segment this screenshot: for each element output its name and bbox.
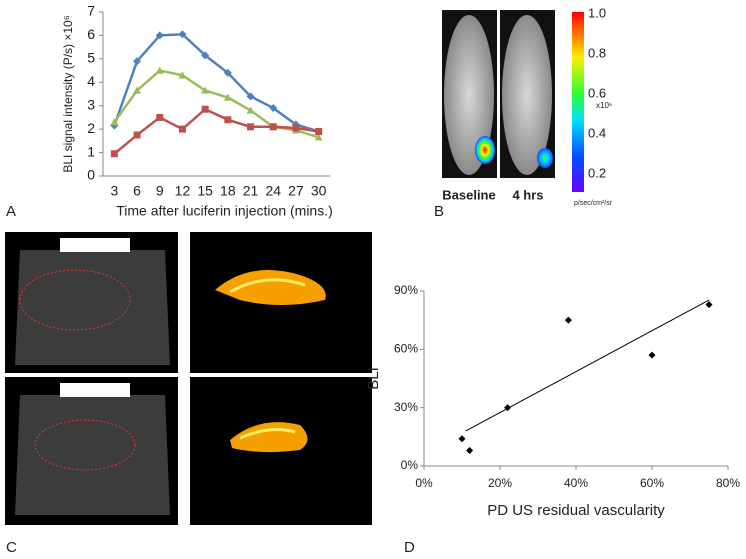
x-axis-label: Time after luciferin injection (mins.) bbox=[116, 203, 333, 219]
x-tick-label: 80% bbox=[716, 476, 740, 490]
y-tick-label: 5 bbox=[87, 50, 95, 66]
marker bbox=[110, 150, 118, 158]
point bbox=[466, 446, 474, 454]
colorbar-scale: x10⁶ bbox=[596, 101, 612, 110]
marker bbox=[155, 31, 164, 40]
marker bbox=[269, 104, 278, 113]
x-axis-label: PD US residual vascularity bbox=[487, 502, 665, 519]
x-tick-label: 6 bbox=[133, 183, 141, 199]
x-tick-label: 15 bbox=[197, 183, 213, 199]
us-texture bbox=[15, 250, 170, 365]
marker bbox=[269, 123, 277, 131]
y-tick-label: 60% bbox=[394, 342, 418, 356]
point bbox=[564, 316, 572, 324]
point bbox=[458, 435, 466, 443]
marker bbox=[247, 123, 255, 131]
roi bbox=[19, 269, 131, 331]
x-tick-label: 9 bbox=[156, 183, 164, 199]
us-probe bbox=[60, 238, 130, 252]
marker bbox=[178, 125, 186, 133]
colorbar-label: 0.4 bbox=[588, 125, 606, 140]
us-probe bbox=[60, 383, 130, 397]
y-tick-label: 90% bbox=[394, 283, 418, 297]
marker bbox=[201, 51, 210, 60]
x-tick-label: 21 bbox=[243, 183, 259, 199]
mouse bbox=[502, 15, 552, 175]
ultrasound-images bbox=[5, 232, 372, 525]
point bbox=[648, 351, 656, 359]
x-tick-label: 30 bbox=[311, 183, 327, 199]
image-label: 4 hrs bbox=[512, 187, 543, 202]
x-tick-label: 12 bbox=[175, 183, 191, 199]
trendline bbox=[465, 299, 710, 432]
y-tick-label: 0 bbox=[87, 167, 95, 183]
marker bbox=[156, 113, 164, 121]
marker bbox=[246, 92, 255, 101]
point bbox=[504, 404, 512, 412]
series-line bbox=[113, 32, 320, 133]
marker bbox=[178, 71, 187, 79]
marker bbox=[133, 86, 142, 94]
colorbar-unit: p/sec/cm²/sr bbox=[574, 200, 613, 207]
bli-images: Baseline 4 hrs 1.0 0.8 0.6 0.4 0.2 x10⁶ p/se… bbox=[442, 5, 613, 207]
series-line bbox=[113, 107, 319, 155]
mouse bbox=[444, 15, 494, 175]
y-axis-label: BLI signal intensity (P/s) ×10⁶ bbox=[61, 15, 75, 172]
point bbox=[705, 301, 713, 309]
marker bbox=[201, 105, 209, 113]
marker bbox=[155, 66, 164, 74]
roi bbox=[34, 419, 136, 471]
marker bbox=[315, 127, 323, 135]
marker bbox=[201, 86, 210, 94]
y-tick-label: 3 bbox=[87, 96, 95, 112]
marker bbox=[133, 57, 142, 66]
x-tick-label: 24 bbox=[265, 183, 281, 199]
us-texture bbox=[15, 395, 170, 515]
marker bbox=[133, 131, 141, 139]
vascularity bbox=[215, 270, 326, 305]
marker bbox=[178, 30, 187, 39]
x-tick-label: 0% bbox=[415, 476, 433, 490]
x-tick-label: 3 bbox=[110, 183, 118, 199]
signal bbox=[537, 148, 553, 168]
y-tick-label: 6 bbox=[87, 26, 95, 42]
signal bbox=[475, 136, 495, 164]
panel-letter: B bbox=[434, 203, 444, 220]
panel-letter: D bbox=[404, 539, 415, 556]
x-tick-label: 40% bbox=[564, 476, 588, 490]
y-tick-label: 2 bbox=[87, 120, 95, 136]
x-tick-label: 27 bbox=[288, 183, 304, 199]
x-tick-label: 20% bbox=[488, 476, 512, 490]
panel-letter: A bbox=[6, 203, 16, 220]
y-tick-label: 7 bbox=[87, 3, 95, 19]
x-tick-label: 60% bbox=[640, 476, 664, 490]
colorbar-label: 0.6 bbox=[588, 85, 606, 100]
marker bbox=[223, 68, 232, 77]
vascularity bbox=[239, 428, 296, 440]
vascularity bbox=[229, 278, 306, 294]
x-tick-label: 18 bbox=[220, 183, 236, 199]
marker bbox=[224, 116, 232, 124]
image-label: Baseline bbox=[442, 187, 495, 202]
y-tick-label: 1 bbox=[87, 143, 95, 159]
y-tick-label: 4 bbox=[87, 73, 95, 89]
colorbar-label: 0.2 bbox=[588, 165, 606, 180]
y-tick-label: 30% bbox=[394, 400, 418, 414]
colorbar-label: 1.0 bbox=[588, 5, 606, 20]
marker bbox=[246, 106, 255, 114]
y-tick-label: 0% bbox=[401, 458, 419, 472]
marker bbox=[314, 133, 323, 141]
colorbar-label: 0.8 bbox=[588, 45, 606, 60]
y-axis-label: BLI bbox=[365, 367, 382, 390]
panel-letter: C bbox=[6, 539, 17, 556]
marker bbox=[292, 124, 300, 132]
colorbar bbox=[572, 12, 584, 192]
marker bbox=[223, 93, 232, 101]
marker bbox=[110, 118, 119, 126]
